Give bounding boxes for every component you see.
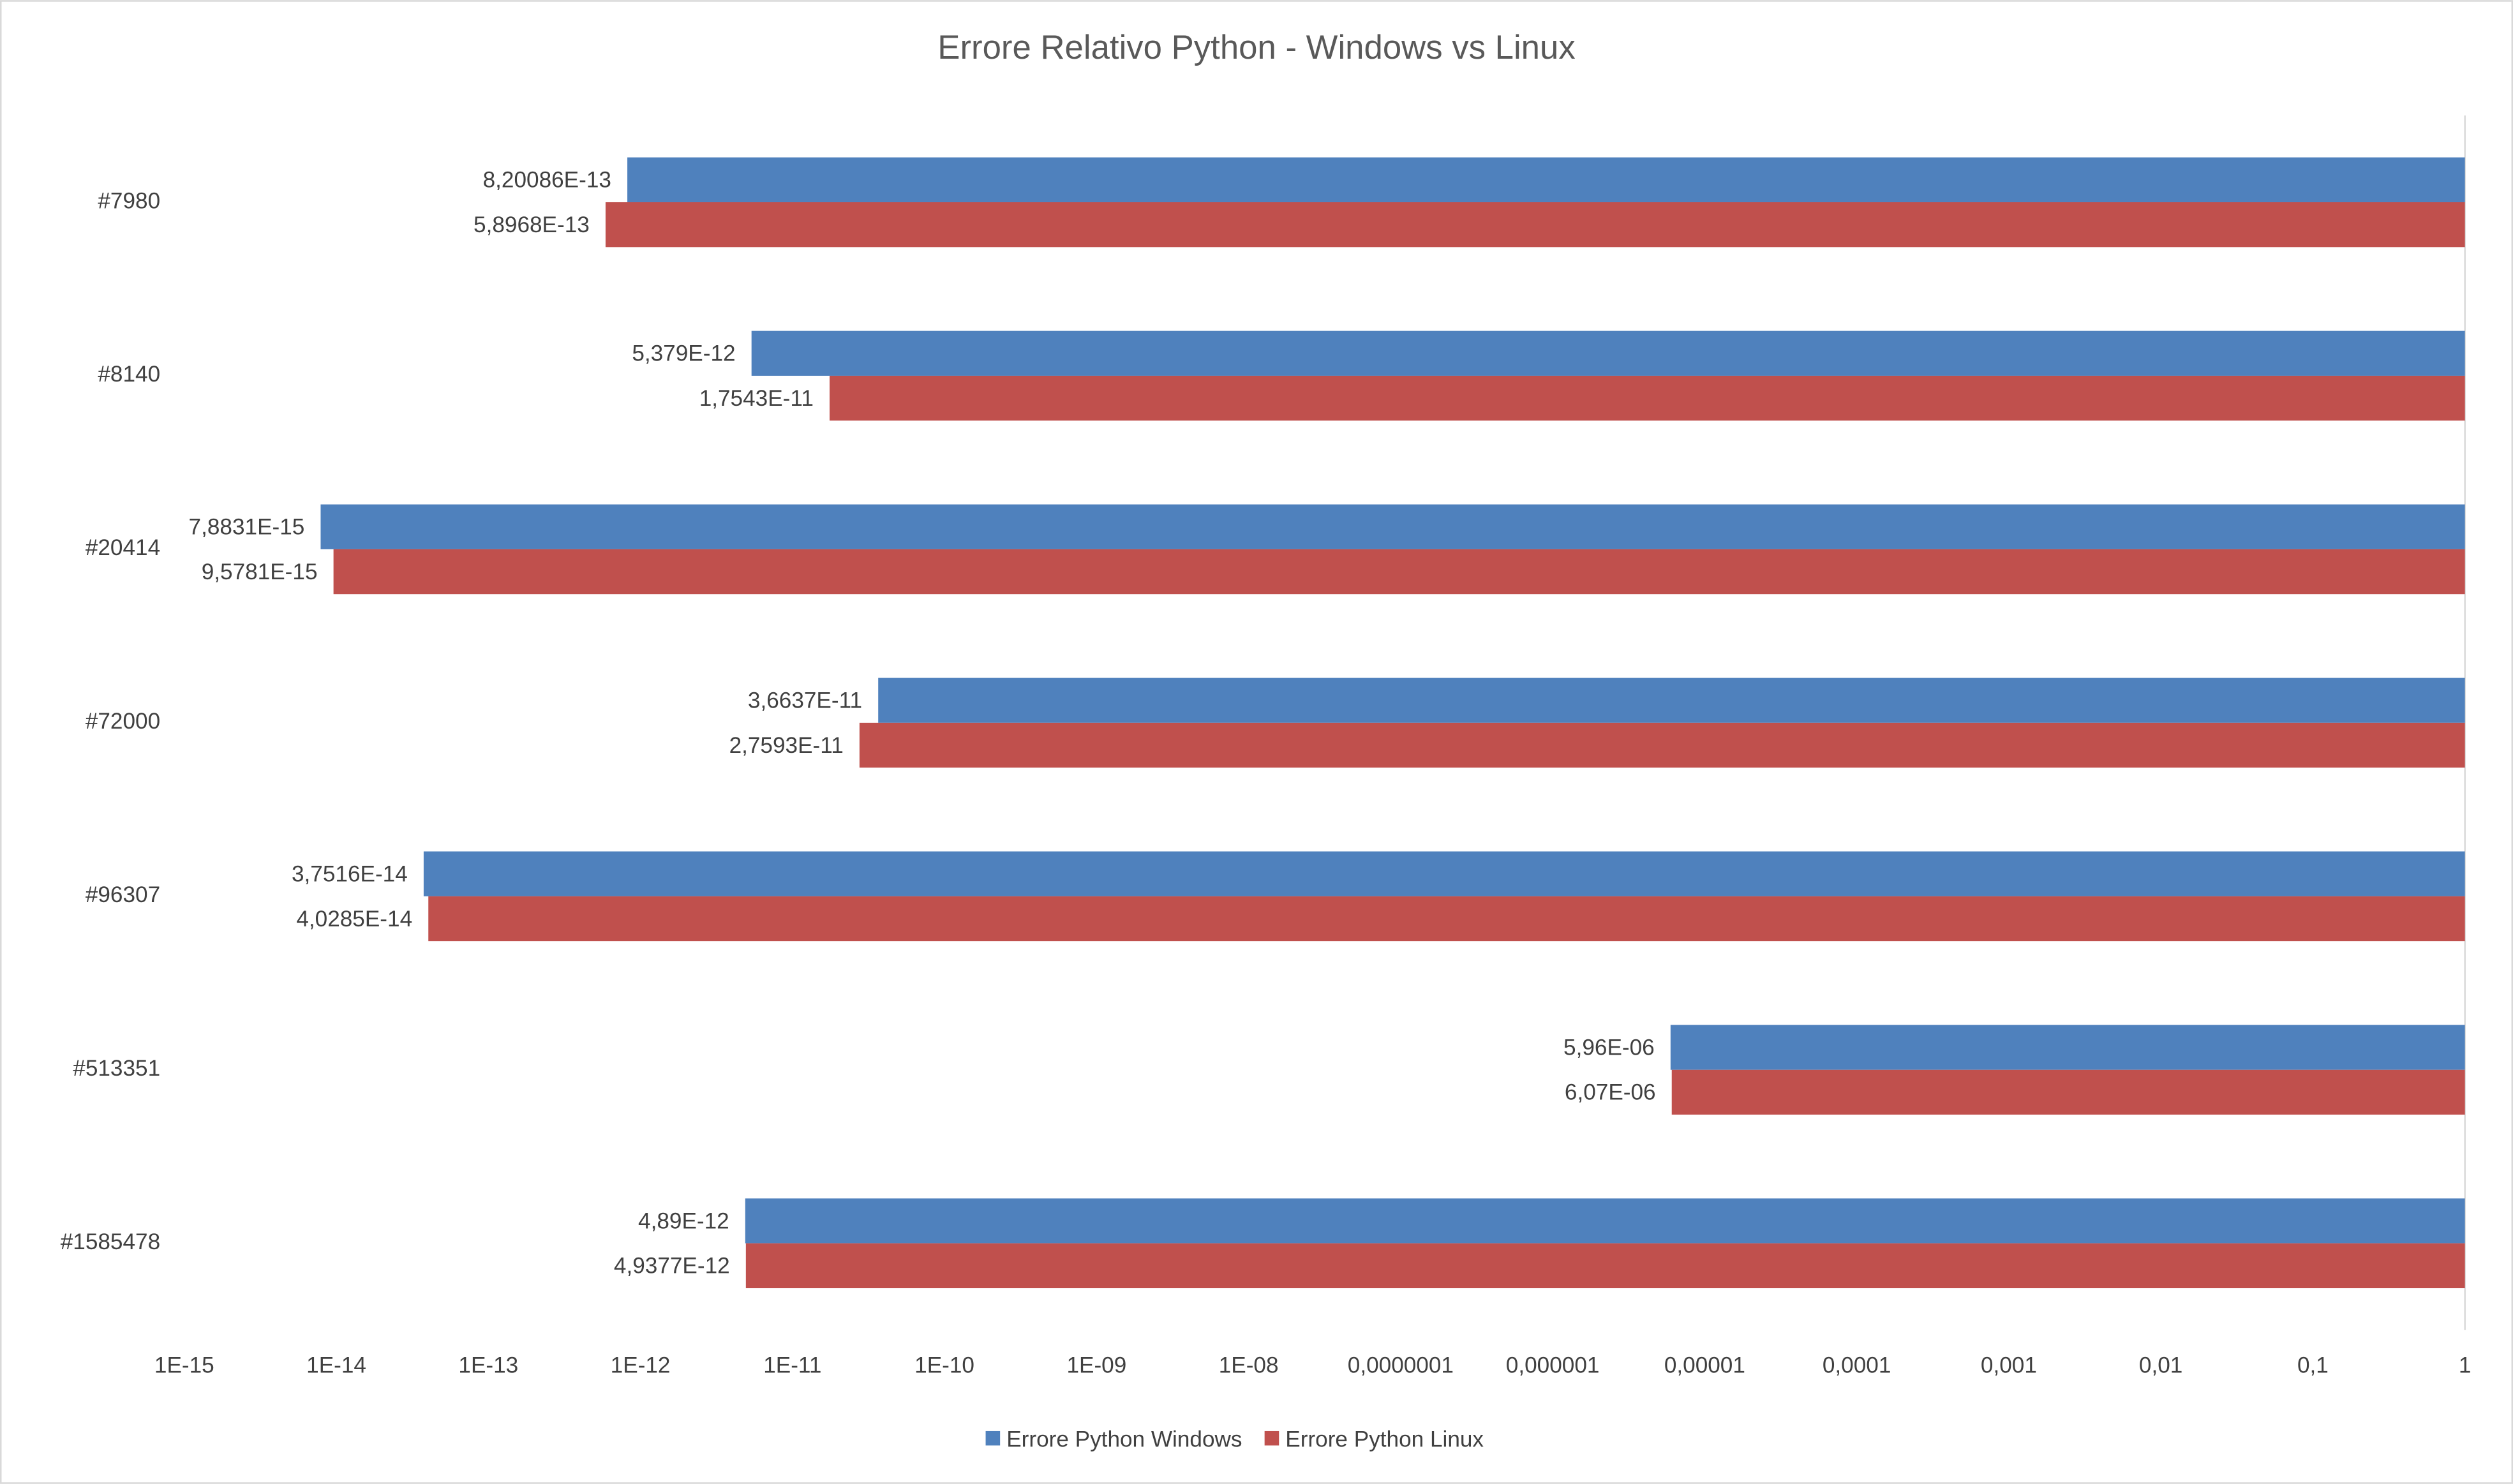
data-label: 5,379E-12: [632, 341, 735, 366]
data-label: 4,9377E-12: [614, 1254, 730, 1279]
data-label: 3,7516E-14: [292, 861, 408, 886]
x-tick-label: 0,00001: [1664, 1353, 1745, 1378]
x-tick-label: 1E-10: [914, 1353, 974, 1378]
legend-swatch: [1264, 1430, 1279, 1446]
y-tick-label: #72000: [86, 709, 160, 734]
bar: [333, 549, 2465, 595]
data-label: 7,8831E-15: [189, 515, 305, 540]
y-tick-label: #20414: [86, 535, 160, 560]
bar: [1670, 1025, 2465, 1070]
chart-title: Errore Relativo Python - Windows vs Linu…: [937, 29, 1575, 66]
bar: [830, 375, 2465, 421]
x-tick-label: 0,01: [2139, 1353, 2182, 1378]
data-label: 4,0285E-14: [296, 907, 412, 931]
legend-swatch: [985, 1430, 1001, 1446]
data-label: 5,96E-06: [1563, 1035, 1655, 1060]
x-tick-label: 1E-12: [611, 1353, 671, 1378]
x-tick-label: 1E-09: [1066, 1353, 1126, 1378]
bar: [751, 330, 2465, 376]
x-tick-label: 0,0000001: [1348, 1353, 1454, 1378]
bar: [1671, 1069, 2465, 1115]
bar: [859, 722, 2465, 768]
y-tick-label: #1585478: [61, 1229, 160, 1254]
data-label: 2,7593E-11: [729, 733, 844, 758]
data-label: 6,07E-06: [1565, 1080, 1656, 1105]
data-label: 1,7543E-11: [699, 386, 814, 411]
data-label: 9,5781E-15: [202, 560, 318, 584]
data-label: 4,89E-12: [638, 1208, 729, 1233]
bar: [605, 202, 2465, 248]
x-tick-label: 1: [2459, 1353, 2472, 1378]
x-tick-label: 1E-08: [1219, 1353, 1279, 1378]
legend-label: Errore Python Windows: [1006, 1427, 1242, 1451]
x-tick-label: 0,0001: [1823, 1353, 1891, 1378]
bar: [428, 896, 2465, 942]
data-label: 5,8968E-13: [474, 212, 590, 237]
x-tick-label: 0,001: [1981, 1353, 2037, 1378]
y-tick-label: #8140: [98, 362, 160, 387]
y-tick-label: #513351: [73, 1056, 160, 1081]
y-tick-label: #96307: [86, 882, 160, 907]
data-label: 3,6637E-11: [748, 688, 862, 713]
bar: [745, 1243, 2465, 1289]
bar: [745, 1198, 2465, 1243]
bar: [320, 504, 2465, 549]
bar: [627, 157, 2465, 202]
x-tick-label: 0,000001: [1506, 1353, 1600, 1378]
bar: [878, 678, 2465, 723]
bar: [423, 851, 2465, 896]
x-tick-label: 1E-13: [458, 1353, 518, 1378]
x-tick-label: 1E-11: [763, 1353, 821, 1378]
y-tick-label: #7980: [98, 188, 160, 213]
x-tick-label: 0,1: [2297, 1353, 2329, 1378]
x-tick-label: 1E-15: [154, 1353, 214, 1378]
data-label: 8,20086E-13: [483, 168, 611, 193]
x-tick-label: 1E-14: [306, 1353, 366, 1378]
legend-label: Errore Python Linux: [1285, 1427, 1484, 1451]
